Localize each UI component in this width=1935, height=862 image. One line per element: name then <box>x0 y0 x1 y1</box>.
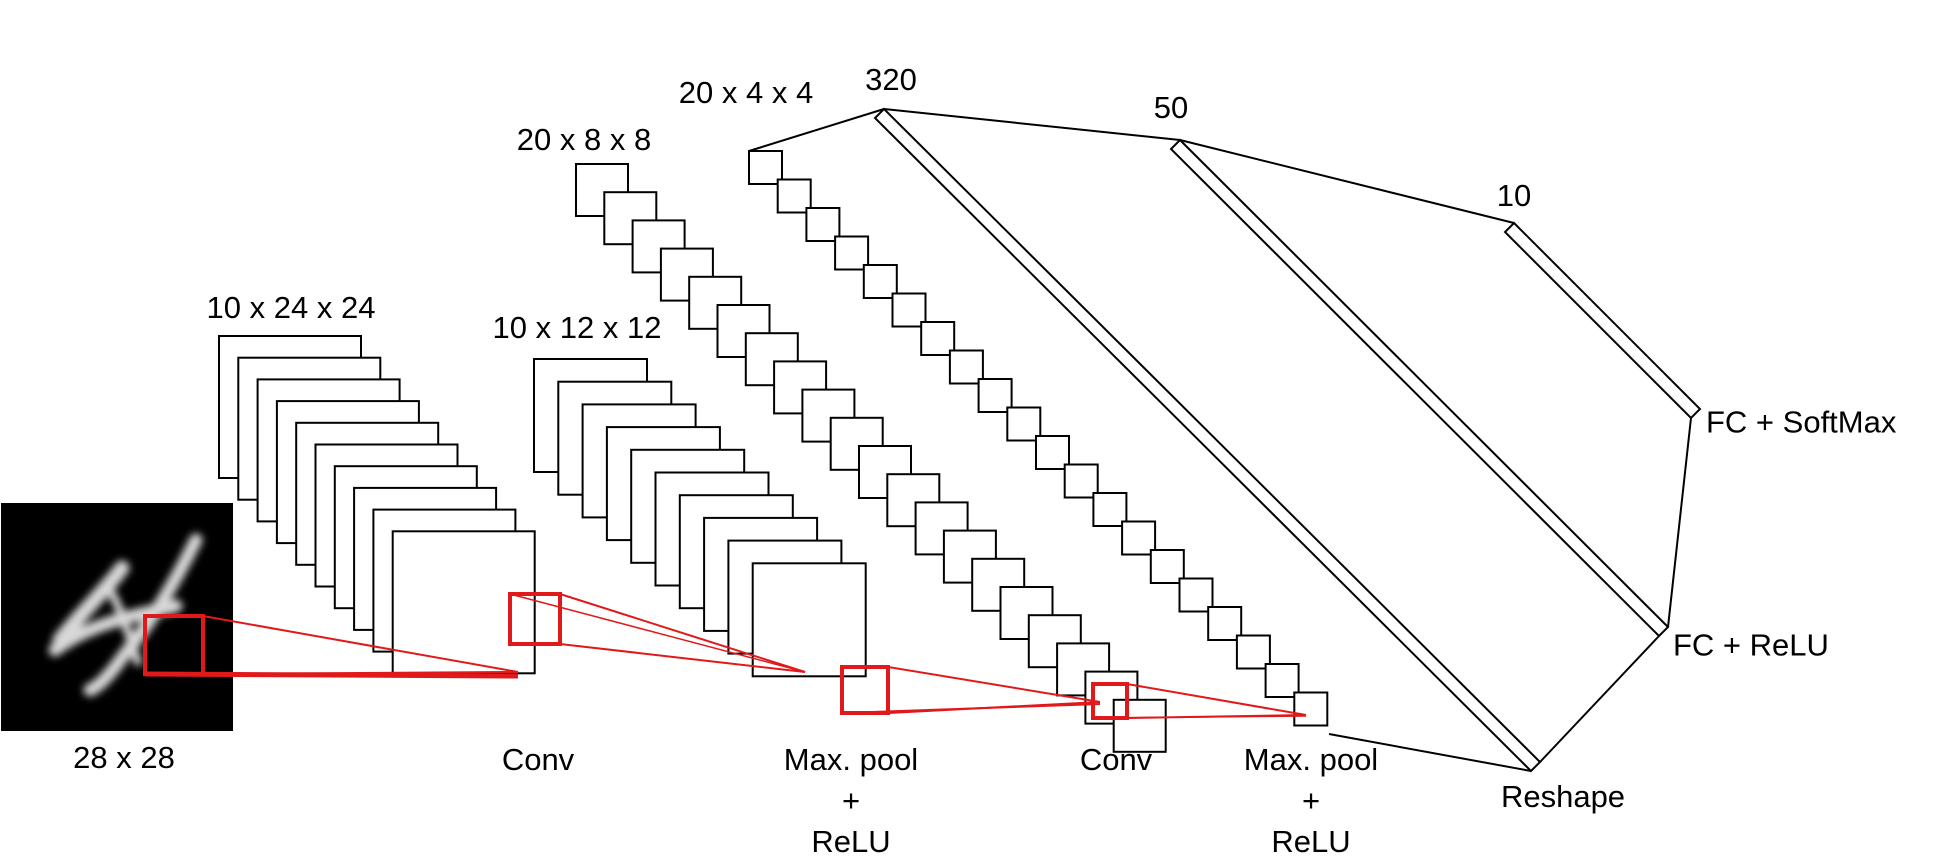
receptive-field-projection <box>1092 715 1307 719</box>
conv1-receptive-field <box>508 592 562 646</box>
receptive-field-projection <box>509 593 806 673</box>
reshape-op-line: Reshape <box>1500 779 1626 814</box>
pool2-feature-map <box>748 150 783 185</box>
conv2-op-line: Conv <box>1079 742 1153 777</box>
pool1-feature-maps <box>533 358 867 678</box>
pool2-feature-map <box>805 207 841 242</box>
fc2-operation-label: FC + SoftMax <box>1706 404 1897 440</box>
fc1-vector-50 <box>1169 138 1670 638</box>
handwritten-digit-image <box>48 533 203 697</box>
connector-fc1-to-fc2-bottom <box>1667 417 1692 628</box>
flatten-vector-320 <box>873 107 1542 773</box>
receptive-field-projection <box>841 703 1101 714</box>
conv1-dims-label: 10 x 24 x 24 <box>206 290 376 325</box>
conv2-feature-map <box>999 586 1054 640</box>
conv2-dims-label: 20 x 8 x 8 <box>516 122 652 157</box>
pool2-operation-label: Max. pool + ReLU <box>1244 739 1378 862</box>
receptive-field-projection <box>1126 683 1307 716</box>
connector-pool2-to-flatten-bottom <box>1328 733 1532 772</box>
connector-flatten-to-fc1-top <box>883 108 1181 141</box>
conv2-feature-map <box>1112 698 1167 753</box>
pool1-feature-map <box>751 562 867 678</box>
fc1-dims-label: 50 <box>1153 90 1189 125</box>
dense-layers <box>748 107 1702 773</box>
connector-flatten-to-fc1-bottom <box>1539 635 1660 763</box>
connector-pool2-to-flatten-top <box>748 108 885 152</box>
pool2-feature-map <box>948 349 984 385</box>
pool2-feature-map <box>776 178 812 214</box>
pool2-feature-map <box>1235 634 1271 670</box>
pool1-dims-label: 10 x 12 x 12 <box>492 310 662 345</box>
conv2-feature-maps <box>575 163 1167 753</box>
pool2-feature-map <box>1121 520 1157 556</box>
conv1-feature-maps <box>218 335 536 675</box>
pool2-feature-map <box>1092 492 1128 527</box>
pool2-feature-map <box>1207 606 1243 641</box>
pool2-feature-map <box>834 235 870 271</box>
pool2-feature-maps <box>748 150 1329 727</box>
pool2-feature-map <box>1293 691 1329 727</box>
pool2-op-line-2: + <box>1301 783 1321 818</box>
pool2-op-line-3: ReLU <box>1271 824 1351 859</box>
pool2-feature-map <box>1063 463 1099 499</box>
pool2-feature-map <box>1006 406 1042 442</box>
receptive-field-highlights <box>143 592 1307 720</box>
pool2-feature-map <box>891 292 927 328</box>
input-size-label: 28 x 28 <box>73 740 175 775</box>
flatten-dims-label: 320 <box>865 62 917 97</box>
conv1-operation-label: Conv <box>502 739 574 780</box>
conv1-feature-map <box>391 530 536 675</box>
fc2-dims-label: 10 <box>1496 178 1532 213</box>
connector-fc1-to-fc2-top <box>1179 139 1515 224</box>
pool2-dims-label: 20 x 4 x 4 <box>678 75 814 110</box>
receptive-field-projection <box>202 615 519 673</box>
reshape-operation-label: Reshape <box>1501 776 1625 817</box>
conv2-feature-map <box>829 416 884 471</box>
conv1-op-line: Conv <box>501 742 575 777</box>
pool1-op-line-2: + <box>841 783 861 818</box>
receptive-field-projection <box>144 671 519 679</box>
pool2-feature-map <box>862 264 898 299</box>
pool2-feature-map <box>1149 549 1185 584</box>
pool2-feature-map <box>1035 435 1070 470</box>
pool2-op-line-1: Max. pool <box>1243 742 1379 777</box>
pool1-op-line-3: ReLU <box>811 824 891 859</box>
pool1-op-line-1: Max. pool <box>783 742 919 777</box>
fc1-operation-label: FC + ReLU <box>1673 627 1829 663</box>
receptive-field-projection <box>559 593 806 673</box>
receptive-field-projection <box>559 643 806 673</box>
pool2-feature-map <box>1178 577 1214 613</box>
pool2-feature-map <box>977 378 1013 413</box>
pool2-feature-map <box>920 321 956 356</box>
pool1-operation-label: Max. pool + ReLU <box>784 739 918 862</box>
fc2-vector-10 <box>1503 221 1702 420</box>
pool2-feature-map <box>1264 663 1300 698</box>
conv2-operation-label: Conv <box>1080 739 1152 780</box>
receptive-field-projection <box>887 666 1101 703</box>
